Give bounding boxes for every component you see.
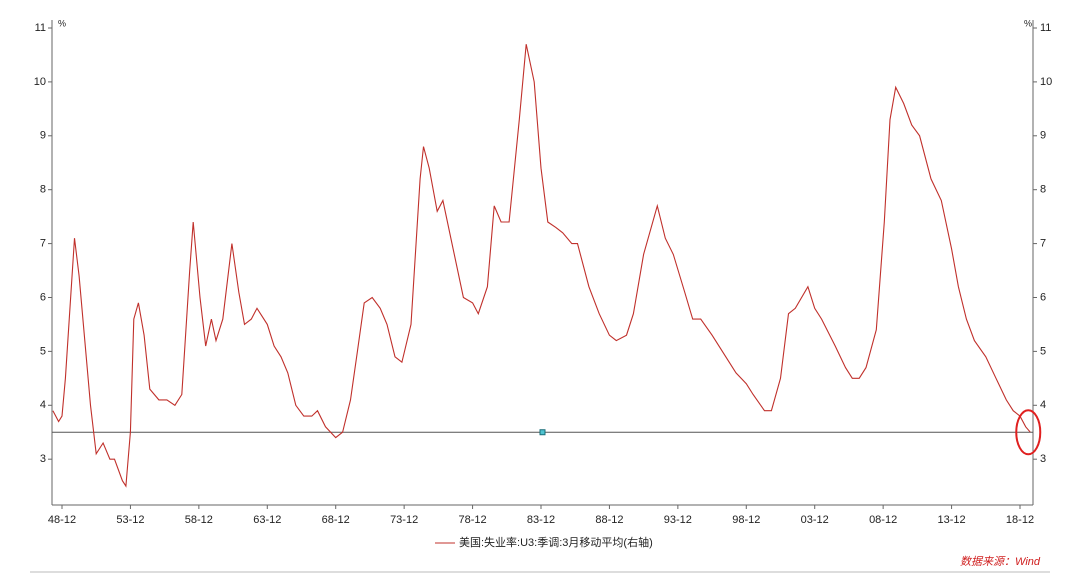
x-tick-label: 78-12 xyxy=(459,514,487,526)
x-tick-label: 93-12 xyxy=(664,514,692,526)
x-tick-label: 73-12 xyxy=(390,514,418,526)
y-tick-label: 5 xyxy=(40,345,46,357)
x-tick-label: 98-12 xyxy=(732,514,760,526)
y2-tick-label: 3 xyxy=(1040,453,1046,465)
y-tick-label: 10 xyxy=(34,76,46,88)
y-tick-label: 3 xyxy=(40,453,46,465)
series-line xyxy=(52,44,1031,488)
x-tick-label: 53-12 xyxy=(116,514,144,526)
y2-tick-label: 8 xyxy=(1040,184,1046,196)
y-tick-label: 6 xyxy=(40,291,46,303)
y2-tick-label: 5 xyxy=(1040,345,1046,357)
y2-tick-label: 11 xyxy=(1040,22,1051,34)
source-note: 数据来源：Wind xyxy=(960,555,1041,568)
y-tick-label: 4 xyxy=(40,399,46,411)
y-tick-label: 9 xyxy=(40,130,46,142)
x-tick-label: 58-12 xyxy=(185,514,213,526)
y-tick-label: 11 xyxy=(35,22,46,34)
x-tick-label: 13-12 xyxy=(938,514,966,526)
x-tick-label: 88-12 xyxy=(595,514,623,526)
y2-tick-label: 9 xyxy=(1040,130,1046,142)
y-tick-label: 8 xyxy=(40,184,46,196)
reference-handle xyxy=(539,429,546,436)
y-tick-label: 7 xyxy=(40,237,46,249)
legend-label: 美国:失业率:U3:季调:3月移动平均(右轴) xyxy=(459,535,653,549)
y2-unit: % xyxy=(1024,18,1032,28)
x-tick-label: 08-12 xyxy=(869,514,897,526)
y-unit: % xyxy=(58,18,66,28)
x-tick-label: 83-12 xyxy=(527,514,555,526)
x-tick-label: 18-12 xyxy=(1006,514,1034,526)
x-tick-label: 48-12 xyxy=(48,514,76,526)
highlight-ellipse xyxy=(1015,409,1042,456)
y2-tick-label: 7 xyxy=(1040,237,1046,249)
x-tick-label: 03-12 xyxy=(801,514,829,526)
y2-tick-label: 10 xyxy=(1040,76,1052,88)
y2-tick-label: 6 xyxy=(1040,291,1046,303)
x-tick-label: 68-12 xyxy=(322,514,350,526)
x-tick-label: 63-12 xyxy=(253,514,281,526)
y2-tick-label: 4 xyxy=(1040,399,1046,411)
